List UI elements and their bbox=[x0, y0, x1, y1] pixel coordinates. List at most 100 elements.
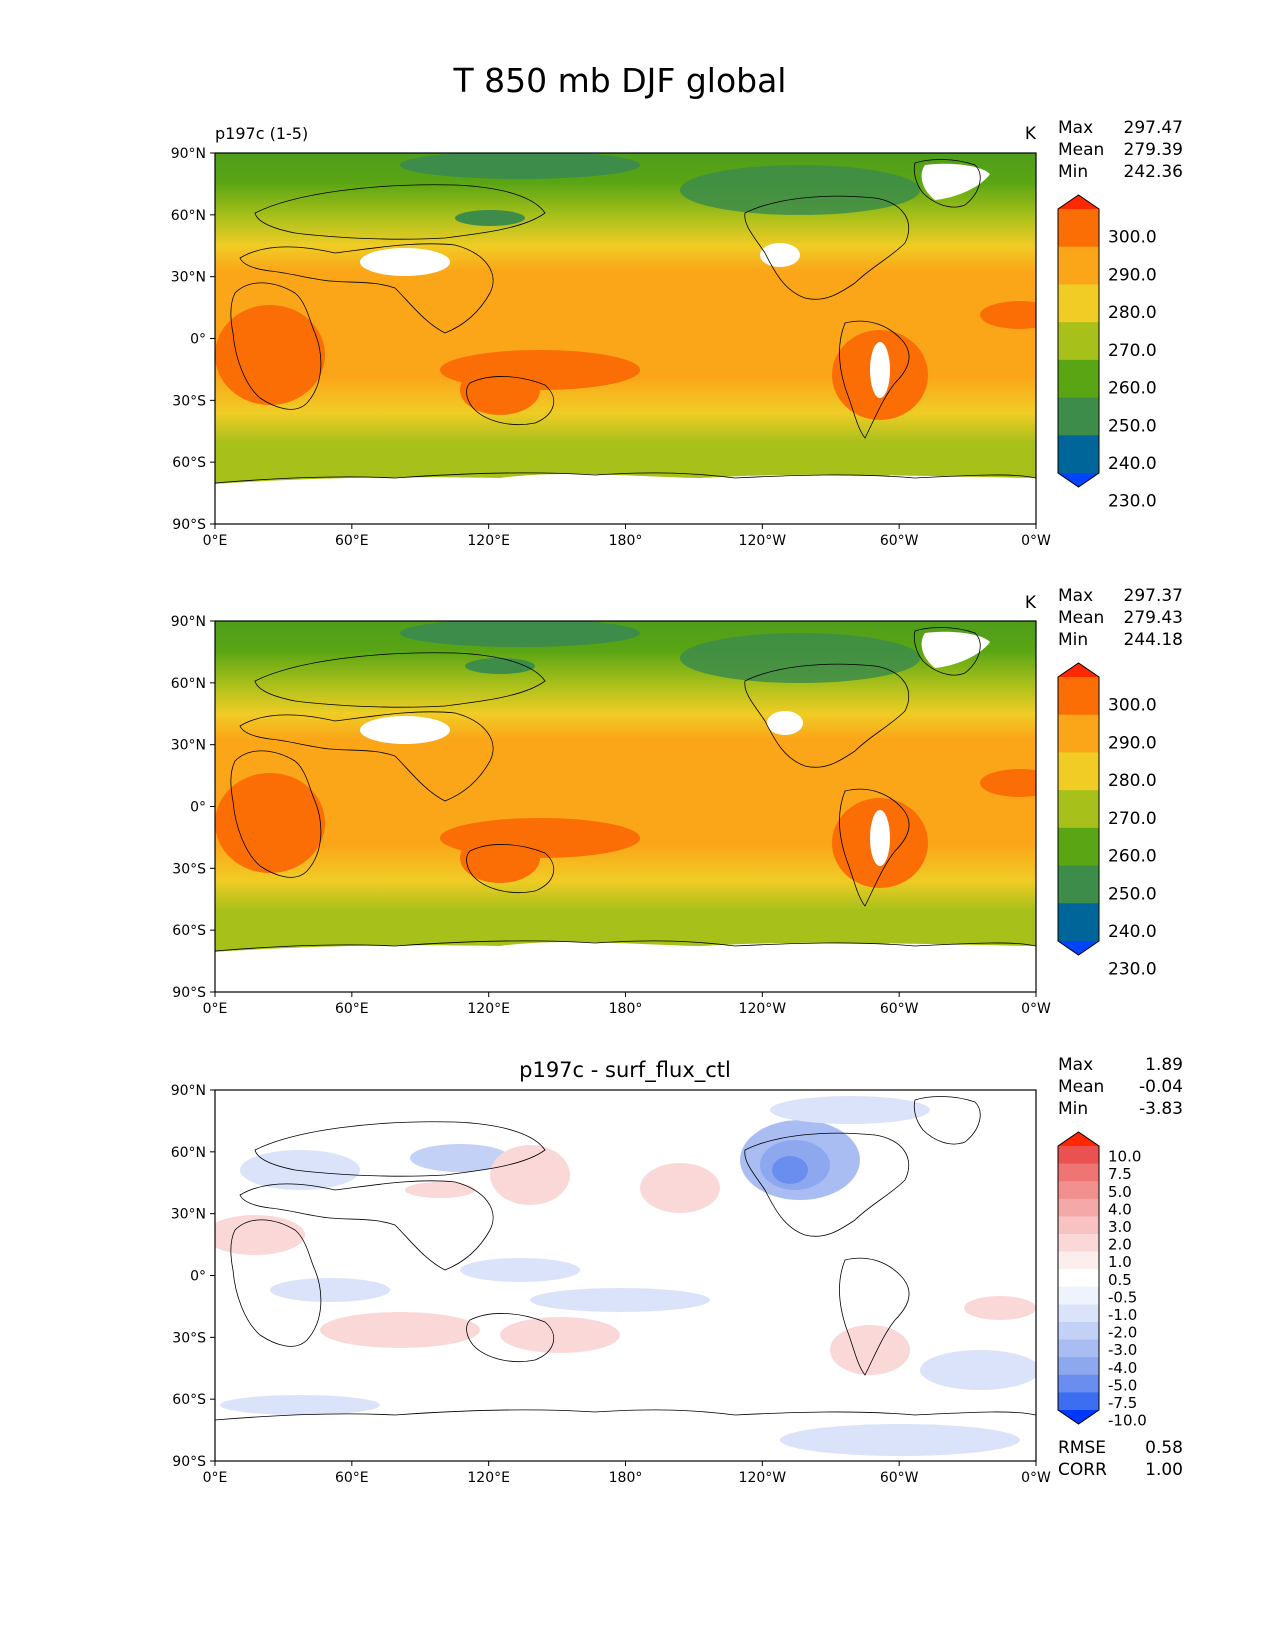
corr-label: CORR bbox=[1058, 1460, 1107, 1480]
colorbar-outline bbox=[1057, 1131, 1100, 1425]
colorbar-label: 240.0 bbox=[1108, 922, 1157, 942]
colorbar-segment bbox=[1058, 865, 1099, 904]
colorbar-segment bbox=[1058, 1357, 1099, 1376]
colorbar-label: 5.0 bbox=[1108, 1183, 1132, 1201]
x-tick-label: 60°W bbox=[880, 1470, 919, 1486]
field-blobs bbox=[215, 153, 1036, 524]
colorbar-label: 270.0 bbox=[1108, 341, 1157, 361]
stat-label: Min bbox=[1058, 630, 1088, 650]
colorbar-segment bbox=[1058, 435, 1099, 474]
colorbar-segment bbox=[1058, 1269, 1099, 1288]
colorbar-label: 230.0 bbox=[1108, 960, 1157, 980]
x-tick-label: 120°E bbox=[467, 1470, 510, 1486]
panel-units: K bbox=[1025, 593, 1037, 613]
x-tick-label: 120°W bbox=[739, 533, 787, 549]
y-tick-label: 0° bbox=[190, 332, 206, 348]
colorbar-segment bbox=[1058, 1181, 1099, 1200]
y-tick-label: 90°N bbox=[171, 1083, 206, 1099]
colorbar-segment bbox=[1058, 1163, 1099, 1182]
x-tick-label: 120°W bbox=[739, 1470, 787, 1486]
colorbar-segment bbox=[1058, 246, 1099, 285]
colorbar-label: 0.5 bbox=[1108, 1271, 1132, 1289]
stats-block: Max 297.37 Mean 279.43 Min 244.18 bbox=[1058, 586, 1183, 650]
panel-center-title: p197c - surf_flux_ctl bbox=[519, 1058, 731, 1083]
stat-label: Mean bbox=[1058, 608, 1104, 628]
colorbar-label: -2.0 bbox=[1108, 1324, 1137, 1342]
colorbar-extend-max bbox=[1058, 663, 1099, 677]
colorbar-segment bbox=[1058, 1339, 1099, 1358]
y-tick-label: 30°N bbox=[171, 738, 206, 754]
x-tick-label: 120°E bbox=[467, 1001, 510, 1017]
x-tick-label: 0°W bbox=[1021, 1470, 1051, 1486]
x-tick-label: 0°W bbox=[1021, 533, 1051, 549]
colorbar-segment bbox=[1058, 284, 1099, 323]
stat-value: 1.89 bbox=[1145, 1055, 1183, 1075]
y-tick-label: 90°N bbox=[171, 614, 206, 630]
colorbar-segment bbox=[1058, 677, 1099, 716]
colorbar-label: 260.0 bbox=[1108, 847, 1157, 867]
corr-value: 1.00 bbox=[1145, 1460, 1183, 1480]
colorbar-segment bbox=[1058, 1234, 1099, 1253]
y-tick-label: 30°S bbox=[172, 393, 206, 409]
y-tick-label: 90°S bbox=[172, 985, 206, 1001]
stat-label: Min bbox=[1058, 162, 1088, 182]
stat-label: Max bbox=[1058, 586, 1093, 606]
x-tick-label: 60°W bbox=[880, 1001, 919, 1017]
y-tick-label: 60°S bbox=[172, 455, 206, 471]
y-tick-label: 90°N bbox=[171, 146, 206, 162]
stats-block: Max 1.89 Mean -0.04 Min -3.83 bbox=[1058, 1055, 1183, 1119]
map-field bbox=[215, 1090, 1036, 1461]
x-tick-label: 180° bbox=[609, 1001, 643, 1017]
stat-label: Mean bbox=[1058, 1077, 1104, 1097]
stat-value: 279.43 bbox=[1124, 608, 1183, 628]
y-tick-label: 0° bbox=[190, 1269, 206, 1285]
colorbar-segment bbox=[1058, 714, 1099, 753]
x-tick-label: 120°E bbox=[467, 533, 510, 549]
colorbar-label: 250.0 bbox=[1108, 884, 1157, 904]
colorbar-label: -0.5 bbox=[1108, 1288, 1137, 1306]
map-field bbox=[215, 621, 1036, 992]
colorbar-label: -7.5 bbox=[1108, 1394, 1137, 1412]
colorbar-segment bbox=[1058, 1146, 1099, 1165]
colorbar-label: 290.0 bbox=[1108, 265, 1157, 285]
colorbar-label: 300.0 bbox=[1108, 696, 1157, 716]
map-field bbox=[215, 153, 1036, 524]
colorbar-segment bbox=[1058, 1198, 1099, 1217]
axis-ticks: 0°E 60°E 120°E 180° 120°W 60°W 0°W 90°N 60°N 30°N… bbox=[171, 1083, 1051, 1486]
colorbar-segment bbox=[1058, 1251, 1099, 1270]
colorbar-segment bbox=[1058, 1322, 1099, 1341]
stat-value: 297.37 bbox=[1124, 586, 1183, 606]
panel-2: K Max 297.37 Mean 279.43 Min 244.18 bbox=[171, 586, 1183, 1017]
colorbar: 300.0 290.0 280.0 270.0 260.0 250.0 240.0 230.0 bbox=[1057, 662, 1157, 980]
stat-label: Max bbox=[1058, 1055, 1093, 1075]
extra-stats-block: RMSE 0.58 CORR 1.00 bbox=[1058, 1438, 1183, 1480]
panel-3: p197c - surf_flux_ctl Max 1.89 Mean -0.0… bbox=[171, 1055, 1183, 1486]
colorbar-segment bbox=[1058, 1286, 1099, 1305]
rmse-label: RMSE bbox=[1058, 1438, 1106, 1458]
stat-label: Min bbox=[1058, 1099, 1088, 1119]
colorbar-label: -1.0 bbox=[1108, 1306, 1137, 1324]
colorbar-label: -3.0 bbox=[1108, 1341, 1137, 1359]
rmse-value: 0.58 bbox=[1145, 1438, 1183, 1458]
stat-value: -3.83 bbox=[1139, 1099, 1183, 1119]
colorbar-extend-min bbox=[1058, 473, 1099, 487]
colorbar-extend-min bbox=[1058, 941, 1099, 955]
colorbar-label: 230.0 bbox=[1108, 492, 1157, 512]
colorbar-label: 280.0 bbox=[1108, 303, 1157, 323]
y-tick-label: 60°N bbox=[171, 1145, 206, 1161]
colorbar-label: 10.0 bbox=[1108, 1148, 1141, 1166]
axis-ticks: 0°E 60°E 120°E 180° 120°W 60°W 0°W 90°N 60°N 30°N… bbox=[171, 614, 1051, 1017]
panel-left-title: p197c (1-5) bbox=[215, 124, 308, 143]
colorbar-segment bbox=[1058, 752, 1099, 791]
colorbar-segment bbox=[1058, 322, 1099, 361]
y-tick-label: 60°S bbox=[172, 923, 206, 939]
y-tick-label: 90°S bbox=[172, 517, 206, 533]
axis-ticks: 0°E 60°E 120°E 180° 120°W 60°W 0°W 90°N 60°N 30°N… bbox=[171, 146, 1051, 549]
x-tick-label: 180° bbox=[609, 533, 643, 549]
x-tick-label: 60°E bbox=[335, 533, 369, 549]
stat-value: 242.36 bbox=[1124, 162, 1183, 182]
field-blobs bbox=[215, 621, 1036, 992]
y-tick-label: 30°S bbox=[172, 861, 206, 877]
y-tick-label: 60°N bbox=[171, 208, 206, 224]
